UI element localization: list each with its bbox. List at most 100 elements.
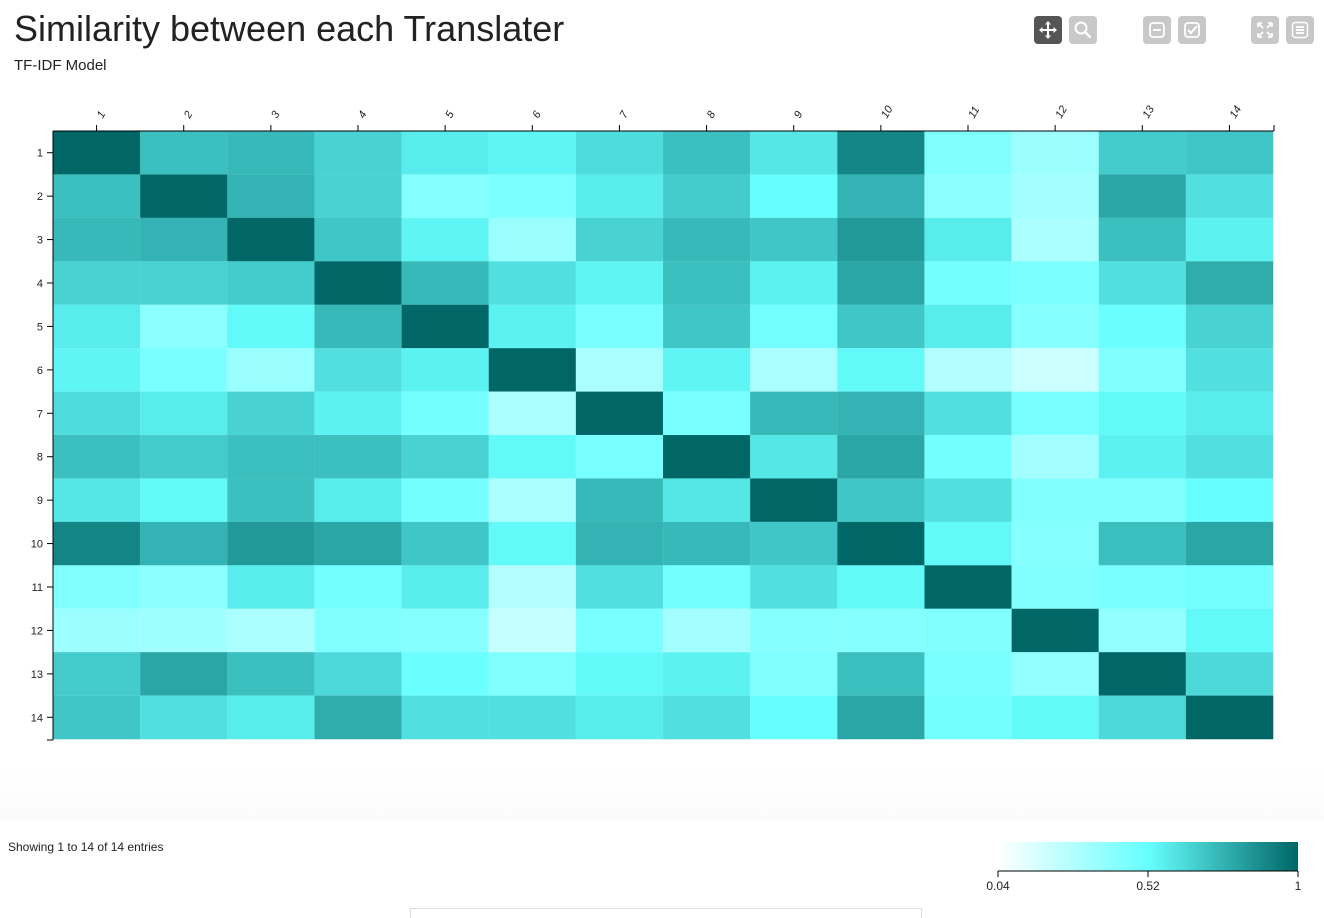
heatmap-cell (488, 565, 577, 610)
heatmap-cell (314, 434, 403, 479)
heatmap-cell (749, 608, 838, 653)
heatmap-cell (1098, 261, 1187, 306)
color-legend-tick-label: 0.52 (1136, 879, 1160, 893)
heatmap-cell (837, 608, 925, 653)
heatmap-cell (227, 174, 315, 219)
heatmap-cell (227, 391, 315, 436)
color-legend-tick-label: 1 (1295, 879, 1302, 893)
x-tick-label: 10 (879, 103, 896, 120)
heatmap-cell (401, 521, 490, 566)
heatmap-cell (1185, 434, 1274, 479)
heatmap-cell (837, 434, 925, 479)
table-pagination (410, 908, 922, 918)
heatmap-cell (924, 651, 1013, 697)
heatmap-cell (488, 391, 577, 436)
heatmap-cell (52, 521, 141, 566)
heatmap-cell (139, 434, 228, 479)
heatmap-cell (401, 391, 490, 436)
heatmap-cell (575, 521, 664, 566)
heatmap-cell (1185, 261, 1274, 306)
entries-info: Showing 1 to 14 of 14 entries (8, 840, 164, 854)
heatmap-cell (1185, 651, 1274, 697)
y-tick-label: 13 (31, 669, 43, 681)
heatmap-cell (1011, 434, 1100, 479)
menu-icon[interactable] (1286, 16, 1314, 44)
x-tick-label: 1 (95, 109, 108, 120)
heatmap-cell (749, 565, 838, 610)
heatmap-cell (401, 695, 490, 740)
y-tick-label: 1 (37, 148, 43, 160)
heatmap-cell (488, 261, 577, 306)
heatmap-cell (488, 304, 577, 349)
select-all-icon[interactable] (1178, 16, 1206, 44)
heatmap-cell (401, 130, 490, 175)
heatmap-cell (314, 391, 403, 436)
heatmap-cell (314, 695, 403, 740)
heatmap-cell (837, 217, 925, 262)
x-tick-label: 7 (618, 108, 632, 120)
heatmap-cell (401, 217, 490, 262)
chart-toolbar (0, 16, 1324, 46)
heatmap-cell (749, 391, 838, 436)
x-tick-label: 6 (530, 108, 544, 120)
x-tick-label: 14 (1228, 104, 1245, 121)
heatmap-cell (1185, 695, 1274, 740)
heatmap-cell (662, 434, 751, 479)
heatmap-cell (227, 651, 315, 697)
heatmap-cell (837, 478, 925, 523)
heatmap-cell (314, 651, 403, 697)
heatmap-cell (314, 565, 403, 610)
heatmap-cell (662, 261, 751, 306)
heatmap-cell (139, 391, 228, 436)
heatmap-cell (1185, 521, 1274, 566)
heatmap-cell (749, 434, 838, 479)
x-tick-label: 3 (269, 108, 283, 120)
heatmap-cell (52, 261, 141, 306)
chart-subtitle: TF-IDF Model (14, 57, 107, 74)
heatmap-cell (1098, 434, 1187, 479)
heatmap-cell (314, 608, 403, 653)
zoom-icon[interactable] (1069, 16, 1097, 44)
heatmap-cell (1011, 565, 1100, 610)
y-tick-label: 2 (37, 191, 43, 203)
heatmap-cell (662, 521, 751, 566)
heatmap-cell (139, 304, 228, 349)
y-tick-label: 8 (37, 452, 43, 464)
heatmap-cell (314, 261, 403, 306)
heatmap-cell (1098, 695, 1187, 740)
heatmap-cell (1185, 174, 1274, 219)
y-tick-label: 14 (31, 712, 43, 724)
fullscreen-icon[interactable] (1251, 16, 1279, 44)
heatmap-cell (227, 695, 315, 740)
heatmap-cell (662, 391, 751, 436)
heatmap-cell (924, 174, 1013, 219)
heatmap-cell (1011, 347, 1100, 393)
heatmap-cell (488, 174, 577, 219)
heatmap-cell (139, 565, 228, 610)
heatmap-cell (52, 391, 141, 436)
heatmap-cell (575, 651, 664, 697)
heatmap-cell (924, 434, 1013, 479)
heatmap-cell (1098, 608, 1187, 653)
heatmap-cell (575, 217, 664, 262)
heatmap-cell (1185, 130, 1274, 175)
heatmap-cell (1011, 478, 1100, 523)
heatmap-cell (314, 521, 403, 566)
select-none-icon[interactable] (1143, 16, 1171, 44)
heatmap-cell (314, 130, 403, 175)
heatmap-cell (1185, 347, 1274, 393)
heatmap-cell (575, 130, 664, 175)
heatmap-cell (924, 391, 1013, 436)
heatmap-cell (749, 217, 838, 262)
y-tick-label: 4 (37, 278, 43, 290)
heatmap-cell (52, 217, 141, 262)
pan-icon[interactable] (1034, 16, 1062, 44)
heatmap-cell (749, 174, 838, 219)
heatmap-cell (575, 304, 664, 349)
heatmap-cell (575, 434, 664, 479)
heatmap-cell (52, 304, 141, 349)
heatmap-cell (314, 304, 403, 349)
y-tick-label: 7 (37, 408, 43, 420)
heatmap-cell (52, 478, 141, 523)
